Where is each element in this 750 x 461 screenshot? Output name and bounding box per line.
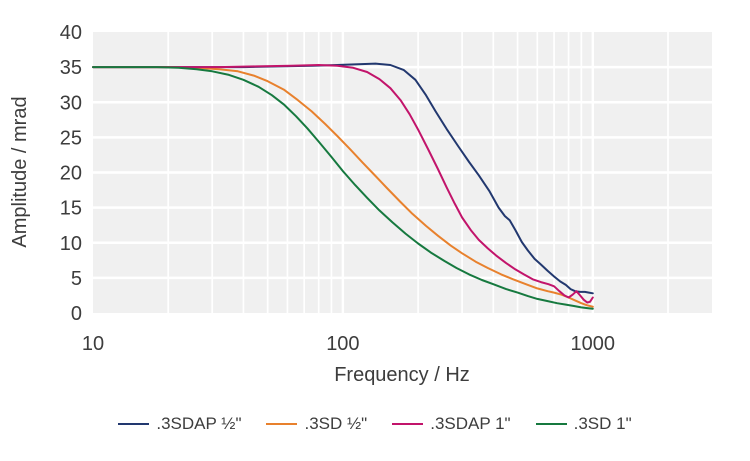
series-line-1 — [92, 66, 594, 308]
axis-tick-labels: 0 5 10 15 20 25 30 35 40 10 100 1000 — [60, 22, 615, 355]
legend-line-swatch — [535, 423, 567, 425]
y-tick-label: 40 — [60, 22, 82, 44]
y-tick-label: 20 — [60, 163, 82, 185]
y-tick-label: 0 — [71, 303, 82, 325]
y-tick-label: 10 — [60, 233, 82, 255]
legend-label: .3SD 1" — [573, 414, 632, 433]
y-axis-title: Amplitude / mrad — [9, 96, 31, 247]
x-tick-label: 1000 — [571, 333, 616, 355]
x-axis-title: Frequency / Hz — [334, 364, 470, 386]
legend-label: .3SDAP ½" — [156, 414, 242, 433]
plot-area-gridlines — [93, 32, 712, 313]
series-line-2 — [92, 64, 594, 304]
y-tick-label: 15 — [60, 198, 82, 220]
x-tick-label: 100 — [326, 333, 359, 355]
data-series-lines — [92, 62, 594, 310]
legend-line-swatch — [266, 423, 298, 425]
y-tick-label: 5 — [71, 268, 82, 290]
legend-label: .3SD ½" — [304, 414, 368, 433]
legend-label: .3SDAP 1" — [430, 414, 511, 433]
series-line-3 — [92, 66, 594, 310]
legend-line-swatch — [392, 423, 424, 425]
legend: .3SDAP ½" .3SD ½" .3SDAP 1" .3SD 1" — [0, 411, 750, 437]
legend-line-swatch — [118, 423, 150, 425]
legend-item: .3SD 1" — [535, 414, 632, 434]
y-tick-label: 30 — [60, 92, 82, 114]
legend-item: .3SDAP ½" — [118, 414, 241, 434]
y-tick-label: 25 — [60, 127, 82, 149]
x-tick-label: 10 — [82, 333, 104, 355]
y-tick-label: 35 — [60, 57, 82, 79]
legend-item: .3SDAP 1" — [392, 414, 511, 434]
legend-item: .3SD ½" — [266, 414, 367, 434]
